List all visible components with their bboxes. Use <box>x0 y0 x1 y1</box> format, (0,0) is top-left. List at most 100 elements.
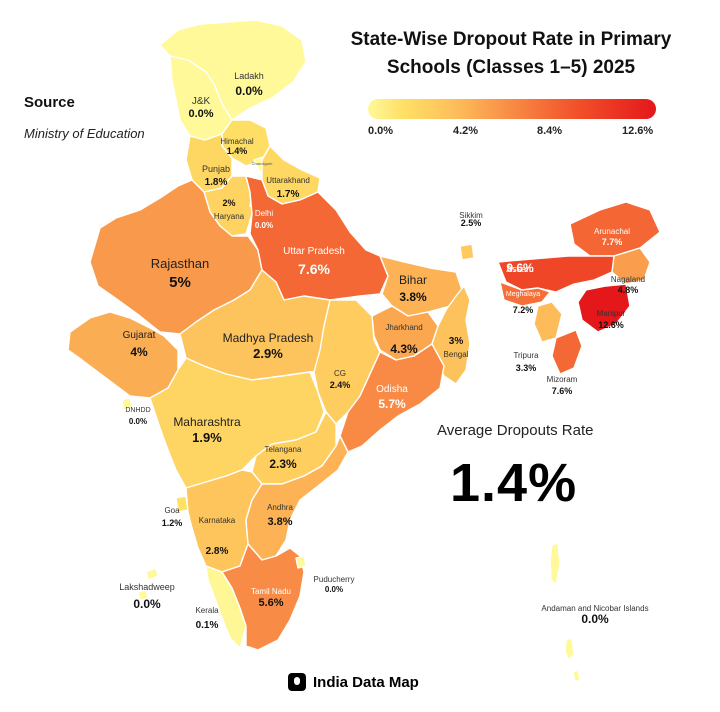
region-label-gujarat: Gujarat <box>123 330 156 341</box>
average-label: Average Dropouts Rate <box>437 422 594 439</box>
region-label-manipur: Manipur <box>597 309 626 318</box>
region-value-jharkhand: 4.3% <box>390 342 418 356</box>
region-value-tamil-nadu: 5.6% <box>258 597 283 609</box>
region-label-puducherry: Puducherry <box>314 575 355 584</box>
legend-tick: 12.6% <box>622 125 654 137</box>
region-label-jharkhand: Jharkhand <box>385 323 422 332</box>
region-value-uttarakhand: 1.7% <box>277 189 300 200</box>
region-sikkim <box>459 243 475 261</box>
legend-tick: 8.4% <box>537 125 563 137</box>
region-label-sikkim: Sikkim <box>459 211 483 220</box>
region-label-ladakh: Ladakh <box>234 71 264 81</box>
region-value-arunachal: 7.7% <box>602 237 623 247</box>
map-pin-logo-icon <box>288 673 306 691</box>
region-label-bengal: Bengal <box>444 350 469 359</box>
region-value-nagaland: 4.8% <box>618 285 639 295</box>
footer-brand: India Data Map <box>288 673 419 691</box>
average-value: 1.4% <box>450 453 578 513</box>
region-value-goa: 1.2% <box>162 518 183 528</box>
region-tripura <box>533 301 563 343</box>
region-value-maharashtra: 1.9% <box>192 430 222 445</box>
region-label-himachal: Himachal <box>220 137 254 146</box>
region-nagaland <box>611 247 651 285</box>
region-label-dnhdd: DNHDD <box>125 407 150 414</box>
region-label-assam: Assam <box>506 264 534 274</box>
region-label-andaman-and-nicobar-islands: Andaman and Nicobar Islands <box>541 604 648 613</box>
region-label-andhra: Andhra <box>267 503 293 512</box>
region-mizoram <box>551 329 583 375</box>
region-value-delhi: 0.0% <box>255 221 273 230</box>
legend-tick: 4.2% <box>453 125 479 137</box>
region-value-odisha: 5.7% <box>378 397 406 411</box>
region-label-maharashtra: Maharashtra <box>173 415 241 429</box>
region-label-uttar-pradesh: Uttar Pradesh <box>283 246 345 257</box>
region-tamil-nadu <box>221 543 305 651</box>
region-value-tripura: 3.3% <box>516 363 537 373</box>
region-label-madhya-pradesh: Madhya Pradesh <box>223 331 314 345</box>
region-label-goa: Goa <box>164 506 180 515</box>
region-label-lakshadweep: Lakshadweep <box>119 582 175 592</box>
region-value-puducherry: 0.0% <box>325 585 343 594</box>
region-manipur <box>577 283 631 333</box>
source-heading: Source <box>24 94 75 111</box>
region-value-rajasthan: 5% <box>169 274 191 291</box>
region-label-kerala: Kerala <box>195 606 219 615</box>
chart-title: State-Wise Dropout Rate in Primary Schoo… <box>336 26 686 82</box>
region-label-chandigarh: Chandigarh <box>252 161 273 166</box>
region-meghalaya <box>499 281 551 307</box>
region-value-kerala: 0.1% <box>196 620 219 631</box>
region-label-rajasthan: Rajasthan <box>151 256 210 271</box>
region-value-telangana: 2.3% <box>269 457 297 471</box>
region-value-haryana: 2% <box>222 198 235 208</box>
region-odisha <box>339 343 445 453</box>
region-value-dnhdd: 0.0% <box>129 417 147 426</box>
region-value-lakshadweep: 0.0% <box>133 597 161 611</box>
region-dnhdd <box>121 397 133 411</box>
region-value-cg: 2.4% <box>330 380 351 390</box>
region-label-bihar: Bihar <box>399 273 427 287</box>
region-value-himachal: 1.4% <box>227 146 248 156</box>
region-label-telangana: Telangana <box>265 445 302 454</box>
title-line-2: Schools (Classes 1–5) 2025 <box>386 57 636 78</box>
region-label-jandk: J&K <box>192 96 211 107</box>
region-value-sikkim: 2.5% <box>461 218 482 228</box>
region-label-punjab: Punjab <box>202 164 230 174</box>
region-value-uttar-pradesh: 7.6% <box>298 261 330 277</box>
region-label-haryana: Haryana <box>214 212 245 221</box>
region-lakshadweep <box>137 567 159 601</box>
title-line-1: State-Wise Dropout Rate in Primary <box>350 29 672 50</box>
legend-color-scale <box>368 99 656 119</box>
region-label-meghalaya: Meghalaya <box>506 291 540 298</box>
region-andaman-and-nicobar-islands <box>549 542 581 683</box>
legend-tick: 0.0% <box>368 125 394 137</box>
region-value-manipur: 12.6% <box>598 320 624 330</box>
region-value-punjab: 1.8% <box>205 177 228 188</box>
region-arunachal <box>569 201 661 257</box>
region-puducherry <box>295 555 307 569</box>
region-value-bengal: 3% <box>449 336 464 347</box>
region-value-jandk: 0.0% <box>188 108 213 120</box>
region-bengal <box>431 285 471 385</box>
footer-brand-text: India Data Map <box>313 673 419 691</box>
region-value-karnataka: 2.8% <box>206 546 229 557</box>
region-value-mizoram: 7.6% <box>552 386 573 396</box>
source-value: Ministry of Education <box>24 126 145 141</box>
region-uttar-pradesh <box>245 175 389 301</box>
region-label-delhi: Delhi <box>255 209 273 218</box>
region-bihar <box>379 255 463 317</box>
region-label-uttarakhand: Uttarakhand <box>266 176 310 185</box>
region-label-tamil-nadu: Tamil Nadu <box>251 587 291 596</box>
region-label-cg: CG <box>334 369 346 378</box>
region-value-assam: 9.6% <box>506 261 534 275</box>
region-label-mizoram: Mizoram <box>547 375 578 384</box>
region-value-ladakh: 0.0% <box>235 84 263 98</box>
region-label-arunachal: Arunachal <box>594 227 630 236</box>
region-value-gujarat: 4% <box>130 345 148 359</box>
region-label-nagaland: Nagaland <box>611 275 645 284</box>
region-value-andaman-and-nicobar-islands: 0.0% <box>581 612 609 626</box>
region-value-bihar: 3.8% <box>399 290 427 304</box>
region-value-meghalaya: 7.2% <box>513 305 534 315</box>
region-label-tripura: Tripura <box>513 351 539 360</box>
region-label-karnataka: Karnataka <box>199 516 236 525</box>
